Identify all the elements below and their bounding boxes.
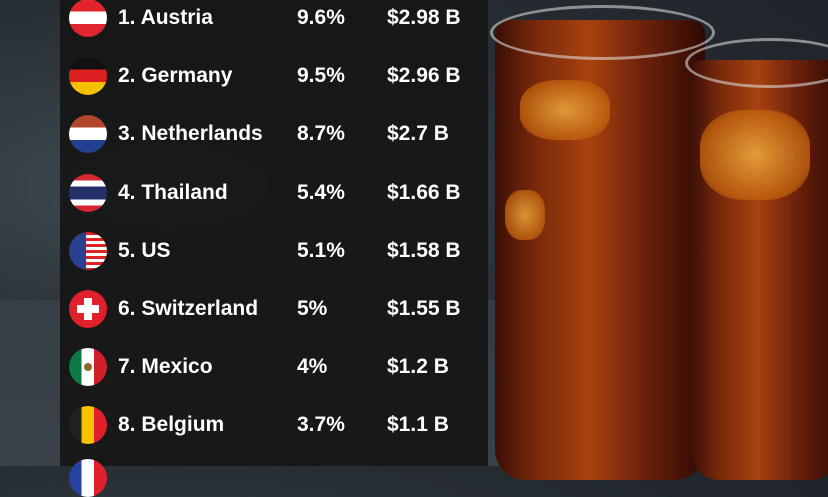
table-row: 6. Switzerland 5% $1.55 B [60,290,488,330]
country-name: 5. US [118,238,171,262]
share-value: 9.6% [297,6,345,29]
table-row: 4. Thailand 5.4% $1.66 B [60,173,488,214]
country-name: 7. Mexico [118,355,213,379]
market-value: $2.98 B [387,6,461,29]
market-value: $1.55 B [387,297,461,320]
table-row: 3. Netherlands 8.7% $2.7 B [60,115,488,155]
country-name: 1. Austria [118,6,213,29]
share-value: 8.7% [297,122,345,146]
table-row: 8. Belgium 3.7% $1.1 B [60,406,488,446]
share-value: 5.4% [297,180,345,204]
market-value: $1.58 B [387,238,461,262]
share-value: 3.7% [297,413,345,437]
belgium-flag-icon [69,406,107,445]
market-value: $1.1 B [387,413,449,437]
austria-flag-icon [69,0,107,37]
ranking-table: 1. Austria 9.6% $2.98 B 2. Germany 9.5% … [60,0,488,497]
market-value: $2.7 B [387,122,449,146]
thailand-flag-icon [69,173,107,212]
share-value: 5% [297,297,328,320]
share-value: 4% [297,355,328,379]
table-row: 1. Austria 9.6% $2.98 B [60,0,488,39]
country-name: 3. Netherlands [118,122,263,146]
switzerland-flag-icon [69,290,107,328]
share-value: 9.5% [297,64,345,88]
market-value: $2.96 B [387,64,461,88]
country-name: 8. Belgium [118,413,225,437]
germany-flag-icon [69,57,107,96]
market-value: $1.66 B [387,180,461,204]
share-value: 5.1% [297,238,345,262]
country-name: 6. Switzerland [118,297,259,320]
table-row: 2. Germany 9.5% $2.96 B [60,57,488,97]
country-name: 2. Germany [118,64,233,88]
france-flag-icon [69,459,107,497]
market-value: $1.2 B [387,355,449,379]
netherlands-flag-icon [69,115,107,154]
table-row: 5. US 5.1% $1.58 B [60,231,488,272]
mexico-flag-icon [69,348,107,387]
us-flag-icon [69,231,107,270]
table-row: 7. Mexico 4% $1.2 B [60,348,488,388]
country-name: 4. Thailand [118,180,228,204]
